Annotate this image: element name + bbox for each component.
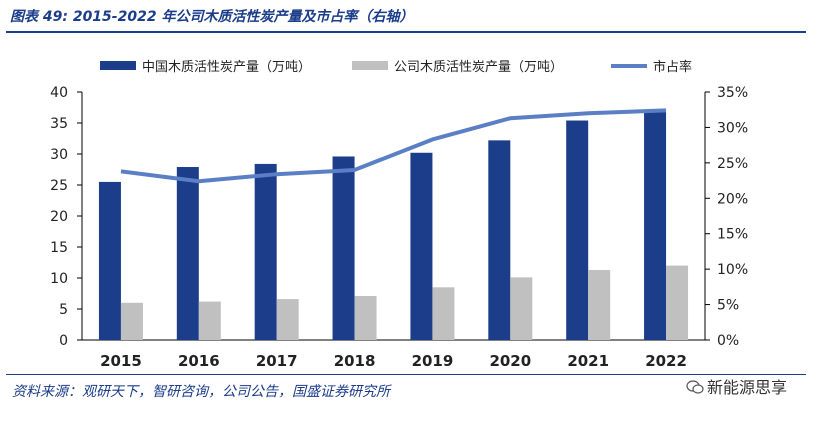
bar-china <box>254 163 277 340</box>
left-tick-label: 10 <box>50 271 68 287</box>
bar-company <box>588 269 611 340</box>
bar-company <box>198 301 221 340</box>
bar-china <box>98 181 121 340</box>
x-tick-label: 2020 <box>489 352 531 370</box>
wechat-icon <box>686 380 704 394</box>
left-tick-label: 40 <box>50 85 68 101</box>
legend-label: 市占率 <box>653 59 692 75</box>
bar-china <box>332 156 355 340</box>
legend-label: 公司木质活性炭产量（万吨） <box>394 60 563 75</box>
x-tick-label: 2022 <box>645 352 687 370</box>
legend-swatch <box>352 61 388 70</box>
x-tick-label: 2021 <box>567 352 609 370</box>
bar-company <box>276 299 299 340</box>
left-tick-label: 15 <box>50 240 68 256</box>
left-tick-label: 35 <box>50 116 68 132</box>
left-tick-label: 20 <box>50 209 68 225</box>
right-tick-label: 10% <box>717 262 748 278</box>
legend: 中国木质活性炭产量（万吨） 公司木质活性炭产量（万吨） 市占率 <box>100 59 692 75</box>
right-tick-label: 35% <box>717 85 748 101</box>
right-tick-label: 30% <box>717 120 748 136</box>
bar-china <box>644 111 667 340</box>
right-tick-label: 15% <box>717 227 748 243</box>
bar-company <box>666 265 689 340</box>
source-note: 资料来源：观研天下，智研咨询，公司公告，国盛证券研究所 <box>12 384 390 400</box>
series-line-market-share <box>120 108 667 184</box>
right-tick-label: 25% <box>717 156 748 172</box>
left-tick-label: 25 <box>50 178 68 194</box>
x-tick-label: 2015 <box>100 352 142 370</box>
bar-company <box>432 287 455 340</box>
tick-labels: 0 5 10 15 20 25 30 35 40 0% 5% 10% 15% 20% 25% 30% 35% 20… <box>50 85 748 370</box>
right-tick-label: 20% <box>717 191 748 207</box>
left-tick-label: 30 <box>50 147 68 163</box>
bar-company <box>510 277 533 340</box>
bar-company <box>354 295 377 340</box>
watermark: 新能源思享 <box>686 374 787 398</box>
right-tick-label: 5% <box>717 298 739 314</box>
right-tick-label: 0% <box>717 333 739 349</box>
legend-label: 中国木质活性炭产量（万吨） <box>142 60 311 75</box>
bar-company <box>120 302 143 340</box>
legend-swatch <box>100 61 136 70</box>
x-tick-label: 2016 <box>178 352 220 370</box>
bars <box>98 111 689 341</box>
title-rule <box>6 31 806 33</box>
source-rule <box>6 374 806 375</box>
chart: 中国木质活性炭产量（万吨） 公司木质活性炭产量（万吨） 市占率 0 5 10 15 20 25… <box>50 59 748 370</box>
bar-china <box>488 140 511 340</box>
bar-china <box>566 120 589 341</box>
x-tick-label: 2018 <box>334 352 376 370</box>
x-tick-label: 2017 <box>256 352 298 370</box>
share-line <box>120 108 667 184</box>
left-tick-label: 5 <box>59 302 68 318</box>
bar-china <box>410 152 433 340</box>
figure-title: 图表 49: 2015-2022 年公司木质活性炭产量及市占率（右轴） <box>10 9 414 25</box>
x-tick-label: 2019 <box>412 352 454 370</box>
watermark-text: 新能源思享 <box>707 378 788 397</box>
bar-china <box>176 167 199 340</box>
axes <box>77 91 710 341</box>
left-tick-label: 0 <box>59 333 68 349</box>
